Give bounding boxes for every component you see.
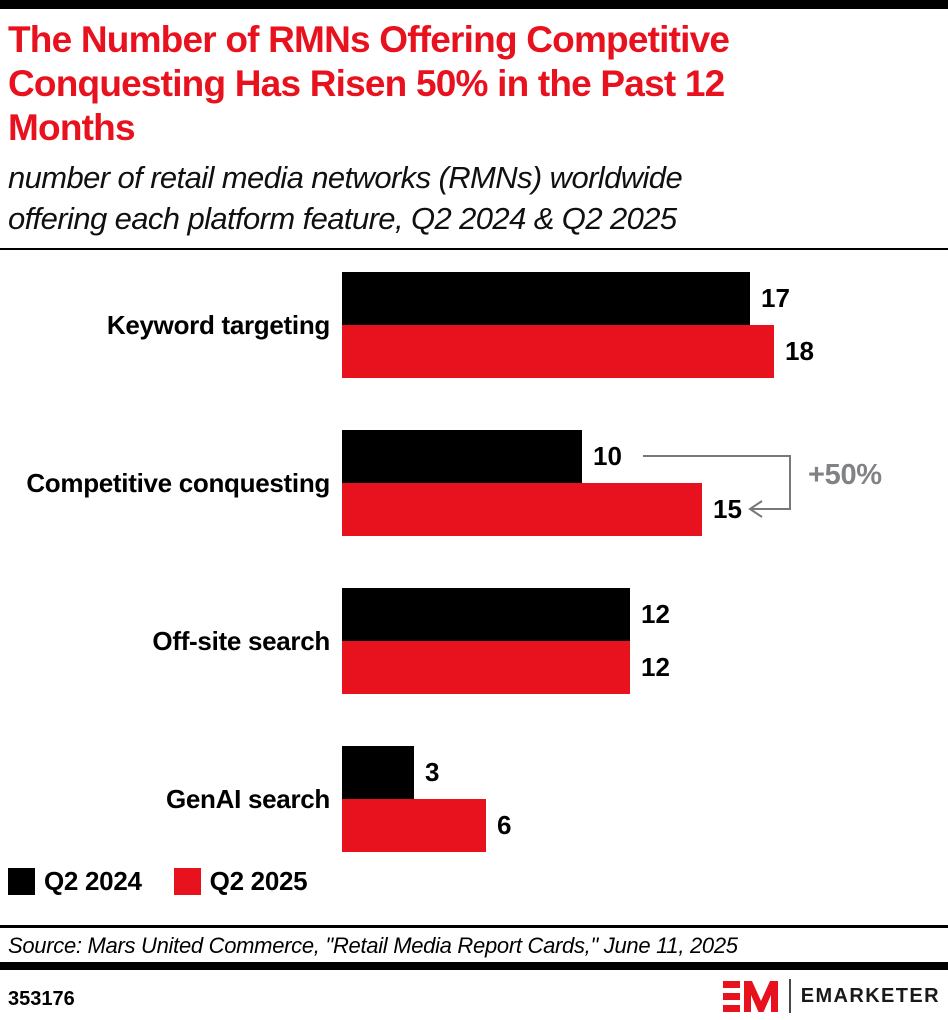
brand-name: EMARKETER — [800, 984, 940, 1007]
legend-item-q2-2024: Q2 2024 — [8, 866, 142, 897]
bar-row: 12 — [342, 588, 670, 641]
bar — [342, 272, 750, 325]
bar-value-label: 17 — [761, 283, 790, 313]
bar-value-label: 6 — [497, 810, 512, 840]
bar-value-label: 12 — [641, 599, 670, 629]
bar-row: 3 — [342, 746, 511, 799]
bar — [342, 641, 630, 694]
category-bars: 10 15 — [342, 430, 742, 536]
bar — [342, 430, 582, 483]
emarketer-monogram-icon — [722, 981, 778, 1012]
bar-row: 12 — [342, 641, 670, 694]
bar-value-label: 18 — [785, 336, 814, 366]
footer-divider-bar — [0, 962, 948, 970]
bar-group: GenAI search 3 6 — [0, 746, 948, 852]
legend-label-q2-2025: Q2 2025 — [209, 866, 308, 896]
category-label: Off-site search — [152, 625, 330, 656]
bar-group: Competitive conquesting 10 15 — [0, 430, 948, 536]
category-bars: 17 18 — [342, 272, 814, 378]
chart-legend: Q2 2024 Q2 2025 — [8, 866, 308, 897]
bar-value-label: 15 — [713, 494, 742, 524]
chart-subtitle-line-1: number of retail media networks (RMNs) w… — [8, 160, 683, 195]
legend-item-q2-2025: Q2 2025 — [173, 866, 308, 897]
top-border-bar — [0, 0, 948, 9]
bar-group: Keyword targeting 17 18 — [0, 272, 948, 378]
legend-swatch-q2-2025 — [173, 868, 201, 895]
bar-row: 10 — [342, 430, 742, 483]
category-label: Keyword targeting — [106, 309, 330, 340]
bar-row: 17 — [342, 272, 814, 325]
bar — [342, 588, 630, 641]
header-divider — [0, 248, 948, 250]
category-label: Competitive conquesting — [26, 467, 330, 498]
bar — [342, 325, 774, 378]
chart-title-line-3: Months — [8, 107, 136, 148]
bar — [342, 746, 414, 799]
bar-row: 6 — [342, 799, 511, 852]
chart-subtitle: number of retail media networks (RMNs) w… — [8, 157, 944, 239]
chart-subtitle-line-2: offering each platform feature, Q2 2024 … — [8, 201, 677, 236]
source-divider — [0, 925, 948, 928]
chart-title: The Number of RMNs Offering Competitive … — [8, 18, 944, 150]
bar-value-label: 10 — [593, 441, 622, 471]
legend-label-q2-2024: Q2 2024 — [44, 866, 142, 896]
chart-title-line-2: Conquesting Has Risen 50% in the Past 12 — [8, 63, 725, 104]
category-label: GenAI search — [165, 783, 330, 814]
bar-value-label: 3 — [425, 757, 440, 787]
chart-title-line-1: The Number of RMNs Offering Competitive — [8, 19, 730, 60]
bar-chart: Keyword targeting 17 18 Competitive conques… — [0, 272, 948, 854]
category-bars: 12 12 — [342, 588, 670, 694]
bar-value-label: 12 — [641, 652, 670, 682]
bar-row: 18 — [342, 325, 814, 378]
chart-id: 353176 — [8, 988, 75, 1010]
bar-group: Off-site search 12 12 — [0, 588, 948, 694]
legend-swatch-q2-2024 — [8, 868, 35, 895]
bar — [342, 799, 486, 852]
growth-annotation-label: +50% — [808, 459, 882, 491]
emarketer-logo: EMARKETER — [722, 979, 940, 1013]
bar-row: 15 — [342, 483, 742, 536]
bar — [342, 483, 702, 536]
logo-separator — [788, 979, 791, 1013]
source-line: Source: Mars United Commerce, "Retail Me… — [8, 933, 738, 958]
